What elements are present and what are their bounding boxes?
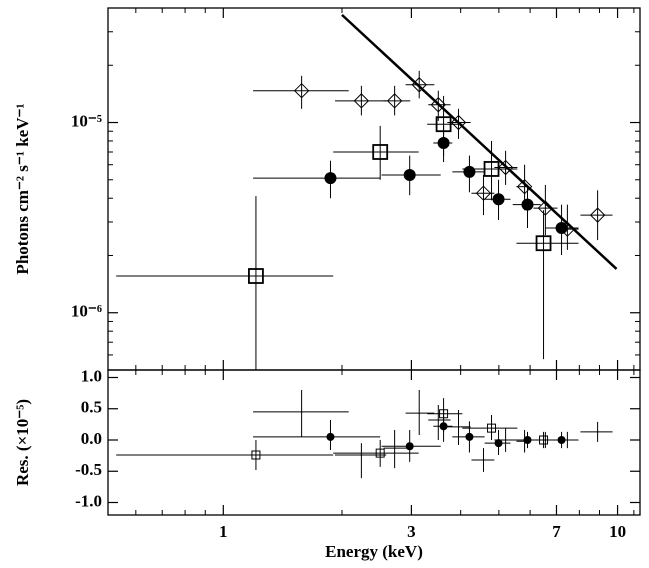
x-axis-label: Energy (keV) xyxy=(325,542,423,561)
diamond-marker xyxy=(475,185,492,201)
diamond-marker xyxy=(589,207,606,223)
y-axis-label: Res. (×10⁻⁵) xyxy=(13,399,32,486)
diamond-marker xyxy=(516,178,533,195)
circle-marker xyxy=(403,168,416,181)
cross-center xyxy=(596,431,599,433)
square-marker xyxy=(251,450,261,460)
circle-marker xyxy=(465,432,474,441)
diamond-marker xyxy=(293,82,310,99)
square-marker xyxy=(372,144,389,160)
x-tick-label: 3 xyxy=(407,522,416,541)
y-axis-label: Photons cm⁻² s⁻¹ keV⁻¹ xyxy=(13,103,32,274)
square-marker xyxy=(375,448,385,458)
circle-marker xyxy=(492,193,505,206)
plot-area xyxy=(116,390,613,479)
y-tick-label: 0.0 xyxy=(81,429,102,448)
residual-plot-frame xyxy=(107,369,641,516)
diamond-marker xyxy=(450,114,467,131)
top-plot-frame xyxy=(107,7,641,371)
circle-marker xyxy=(521,198,534,211)
circle-marker xyxy=(494,439,503,448)
x-tick-label: 7 xyxy=(552,522,561,541)
circle-marker xyxy=(405,442,414,451)
cross-center xyxy=(504,439,507,441)
x-tick-label: 1 xyxy=(219,522,228,541)
y-tick-label: 10⁻⁶ xyxy=(71,302,102,321)
model-line xyxy=(341,13,618,270)
diamond-marker xyxy=(430,97,447,113)
y-tick-label: -0.5 xyxy=(75,460,102,479)
circle-marker xyxy=(557,436,566,444)
cross-center xyxy=(418,412,421,414)
diamond-marker xyxy=(386,93,403,109)
circle-marker xyxy=(324,172,337,185)
cross-center xyxy=(457,426,460,428)
circle-marker xyxy=(437,137,450,150)
circle-marker xyxy=(463,165,476,178)
diamond-marker xyxy=(497,159,514,176)
cross-center xyxy=(437,419,440,421)
square-marker xyxy=(487,423,497,433)
y-tick-label: 0.5 xyxy=(81,398,102,417)
cross-center xyxy=(300,411,303,413)
circle-marker xyxy=(523,436,532,444)
square-marker xyxy=(248,268,264,284)
circle-marker xyxy=(555,221,568,234)
square-marker xyxy=(483,161,500,177)
circle-marker xyxy=(326,432,335,441)
cross-center xyxy=(393,447,396,449)
circle-marker xyxy=(439,422,448,431)
y-tick-label: 1.0 xyxy=(81,366,102,385)
y-tick-label: -1.0 xyxy=(75,491,102,510)
plot-area xyxy=(116,13,618,370)
x-tick-label: 10 xyxy=(609,522,626,541)
cross-center xyxy=(482,459,485,461)
square-marker xyxy=(535,235,552,252)
diamond-marker xyxy=(353,93,370,109)
y-tick-label: 10⁻⁵ xyxy=(71,111,102,130)
cross-center xyxy=(360,454,363,456)
